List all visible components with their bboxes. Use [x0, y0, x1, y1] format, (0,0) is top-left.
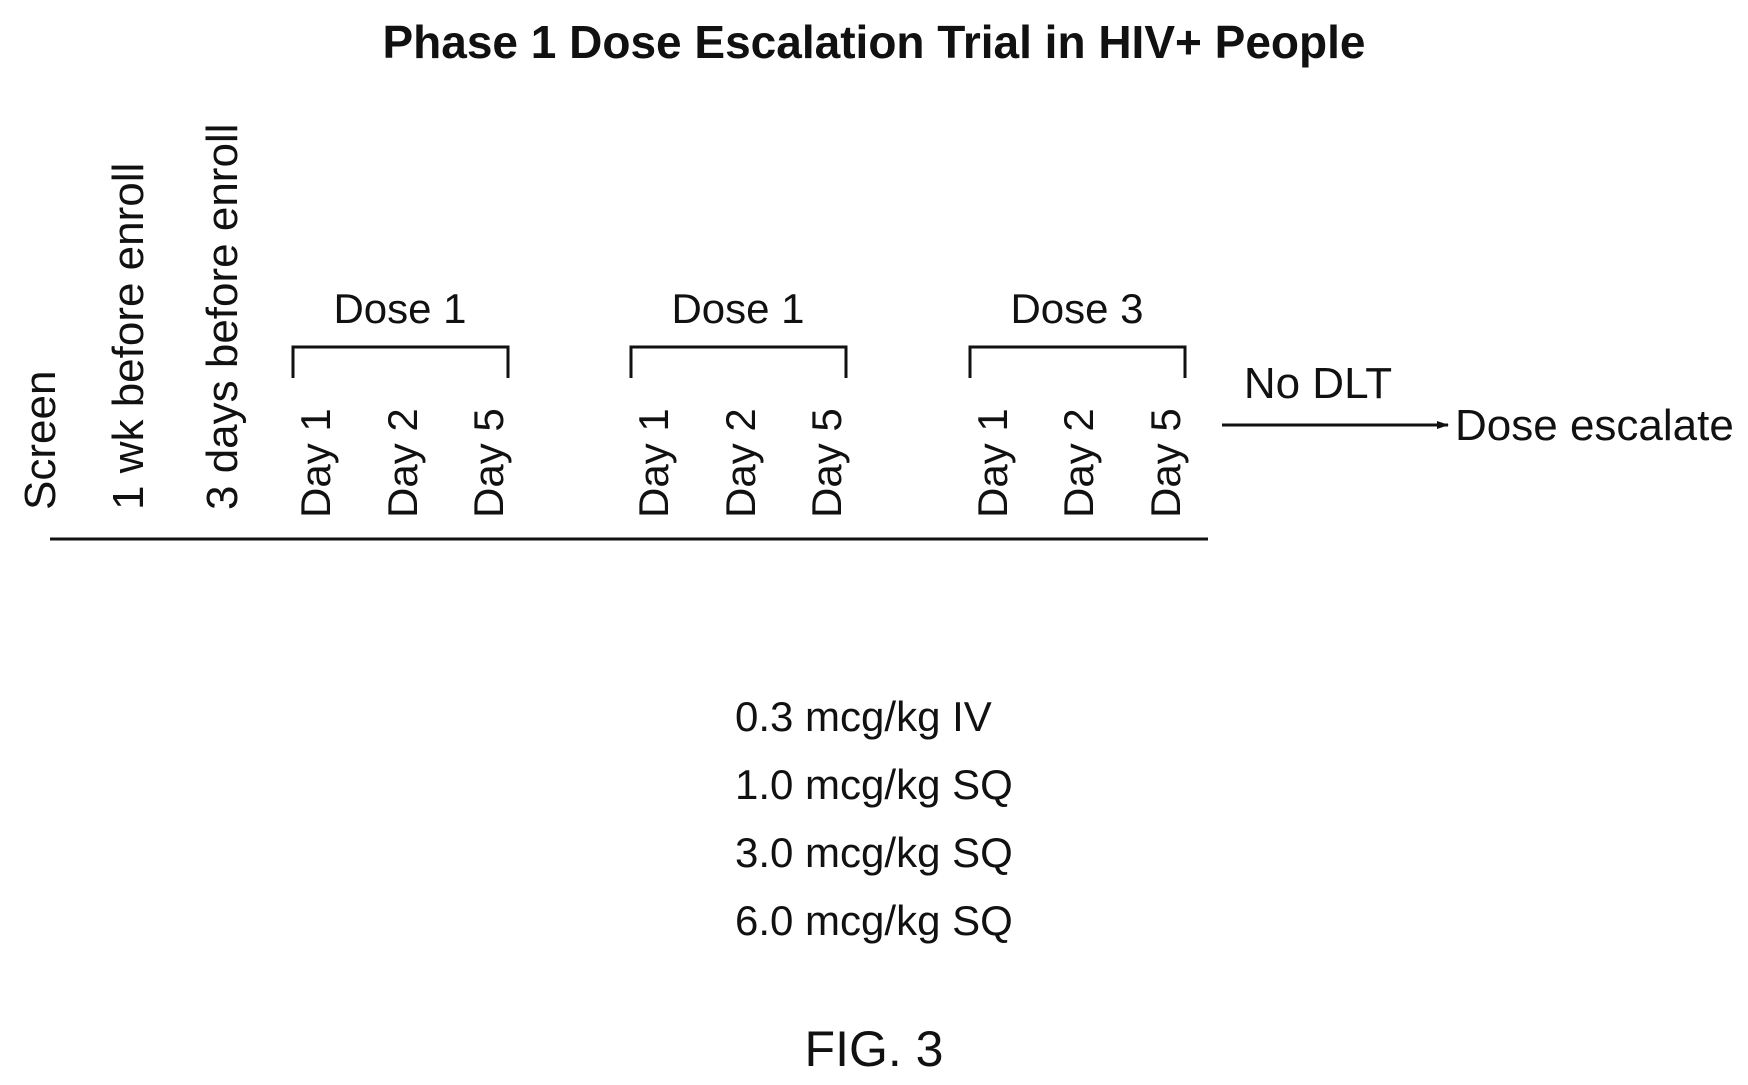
day-label: Day 5: [465, 408, 512, 518]
day-label: Day 2: [1055, 408, 1102, 518]
arrow-result-label: Dose escalate: [1455, 401, 1734, 450]
dose-level: 0.3 mcg/kg IV: [735, 693, 992, 740]
dose-bracket-cycle-3: [968, 345, 1187, 378]
day-label: Day 5: [1142, 408, 1189, 518]
dose-bracket-cycle-2: [629, 345, 848, 378]
arrow-condition-label: No DLT: [1244, 359, 1392, 408]
diagram-title: Phase 1 Dose Escalation Trial in HIV+ Pe…: [382, 16, 1365, 68]
dose-bracket-cycle-1: [291, 345, 510, 378]
pre-label-1wk: 1 wk before enroll: [104, 163, 153, 510]
day-label: Day 1: [292, 408, 339, 518]
dose-level: 1.0 mcg/kg SQ: [735, 761, 1013, 808]
day-label: Day 5: [803, 408, 850, 518]
dose-label-cycle-3: Dose 3: [1010, 285, 1143, 332]
day-label: Day 1: [969, 408, 1016, 518]
day-label: Day 2: [379, 408, 426, 518]
dose-level: 3.0 mcg/kg SQ: [735, 829, 1013, 876]
pre-label-3days: 3 days before enroll: [198, 124, 247, 510]
pre-label-screen: Screen: [16, 371, 65, 510]
day-label: Day 2: [717, 408, 764, 518]
dose-label-cycle-2: Dose 1: [671, 285, 804, 332]
dose-level: 6.0 mcg/kg SQ: [735, 897, 1013, 944]
day-label: Day 1: [630, 408, 677, 518]
dose-label-cycle-1: Dose 1: [333, 285, 466, 332]
figure-label: FIG. 3: [805, 1021, 944, 1077]
